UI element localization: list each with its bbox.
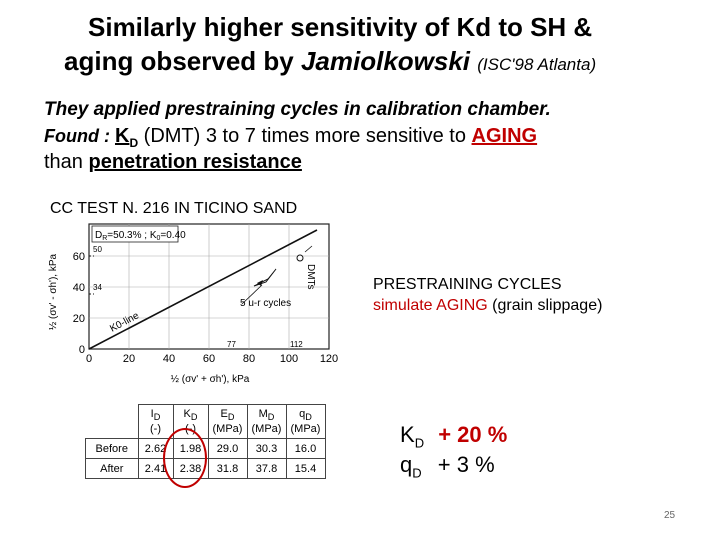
kd-highlight-circle — [163, 428, 207, 488]
table-cell: 29.0 — [207, 438, 248, 459]
body-line-3-prefix: than — [44, 151, 89, 173]
y-tick-labels: 0 20 40 60 — [73, 251, 85, 356]
qd-label-sub: D — [412, 465, 422, 481]
table-cell: 15.4 — [285, 458, 326, 479]
title-main: aging observed by — [64, 46, 301, 76]
k0-line — [88, 229, 318, 350]
body-line-2: Found : KD (DMT) 3 to 7 times more sensi… — [44, 125, 537, 150]
found-prefix: Found : — [44, 126, 115, 146]
table-cell: 31.8 — [207, 458, 248, 479]
row-label: Before — [85, 438, 139, 459]
kd-label-sub: D — [414, 435, 425, 451]
annot-77: 77 — [227, 340, 236, 349]
title-reference: (ISC'98 Atlanta) — [477, 55, 597, 74]
table-cell: 30.3 — [246, 438, 287, 459]
annot-50: 50 — [93, 245, 102, 254]
table-cell: 16.0 — [285, 438, 326, 459]
stress-path-figure: DR=50.3% ; K0=0.40 50 34 77 112 5 u-r cy… — [48, 223, 338, 385]
svg-text:40: 40 — [73, 282, 85, 294]
svg-text:120: 120 — [320, 353, 338, 365]
table-corner — [86, 405, 139, 439]
kd-subscript: D — [129, 136, 139, 150]
slide-title-line1: Similarly higher sensitivity of Kd to SH… — [88, 12, 593, 42]
dr-k0-box — [91, 225, 179, 243]
svg-text:100: 100 — [280, 353, 298, 365]
cycle-arrow — [257, 280, 263, 286]
page-number: 25 — [664, 510, 676, 521]
svg-text:80: 80 — [243, 353, 255, 365]
simulate-aging: simulate AGING — [373, 297, 488, 314]
kd-change-line: KD + 20 % — [400, 422, 507, 450]
x-axis-label: ½ (σv' + σh'), kPa — [171, 374, 250, 385]
kd-letter: K — [114, 125, 130, 147]
y-axis-label: ½ (σv' - σh'), kPa — [48, 253, 59, 330]
row-label: After — [85, 458, 139, 479]
grain-slippage: (grain slippage) — [487, 297, 603, 314]
prestraining-sub: simulate AGING (grain slippage) — [373, 295, 602, 316]
table-header: ED (MPa) — [207, 404, 248, 439]
table-header: ID (-) — [137, 404, 174, 439]
body-line-2-mid: (DMT) 3 to 7 times more sensitive to — [138, 125, 472, 147]
kd-label: K — [400, 422, 415, 447]
svg-text:20: 20 — [123, 353, 135, 365]
annot-ur-cycles: 5 u-r cycles — [240, 298, 291, 309]
table-header: qD (MPa) — [285, 404, 326, 439]
table-header-row: ID (-) KD (-) ED (MPa) MD (MPa) qD (MPa) — [86, 404, 326, 439]
qd-change-value: + 3 % — [437, 452, 495, 477]
x-tick-labels: 0 20 40 60 80 100 120 — [86, 353, 338, 365]
prestraining-heading: PRESTRAINING CYCLES — [373, 276, 562, 293]
body-line-3: than penetration resistance — [44, 151, 302, 174]
table-header: MD (MPa) — [246, 404, 287, 439]
kd-term: KD — [114, 125, 139, 150]
figure-caption: CC TEST N. 216 IN TICINO SAND — [50, 200, 298, 217]
svg-text:60: 60 — [203, 353, 215, 365]
svg-text:0: 0 — [79, 344, 85, 356]
qd-label: q — [400, 452, 413, 477]
dmt-point — [296, 254, 304, 262]
aging-word: AGING — [471, 125, 538, 147]
annot-34: 34 — [93, 283, 102, 292]
qd-change-line: qD + 3 % — [400, 452, 495, 480]
title-author: Jamiolkowski — [300, 46, 471, 76]
annot-112: 112 — [290, 340, 303, 349]
annot-dmts: DMTs — [305, 264, 316, 290]
dr-k0-label: DR=50.3% ; K0=0.40 — [95, 230, 186, 242]
svg-text:60: 60 — [73, 251, 85, 263]
svg-text:0: 0 — [86, 353, 92, 365]
dmt-leader — [304, 245, 313, 253]
ur-cycle-loop — [253, 268, 277, 287]
prestraining-note: PRESTRAINING CYCLES simulate AGING (grai… — [373, 274, 602, 316]
table-cell: 37.8 — [246, 458, 287, 479]
svg-text:40: 40 — [163, 353, 175, 365]
penetration-resistance: penetration resistance — [88, 151, 302, 173]
kd-change-value: + 20 % — [438, 422, 508, 447]
ur-leader — [241, 284, 263, 305]
body-line-1: They applied prestraining cycles in cali… — [44, 99, 551, 120]
slide-title-line2: aging observed by Jamiolkowski (ISC'98 A… — [64, 46, 596, 80]
svg-text:20: 20 — [73, 313, 85, 325]
